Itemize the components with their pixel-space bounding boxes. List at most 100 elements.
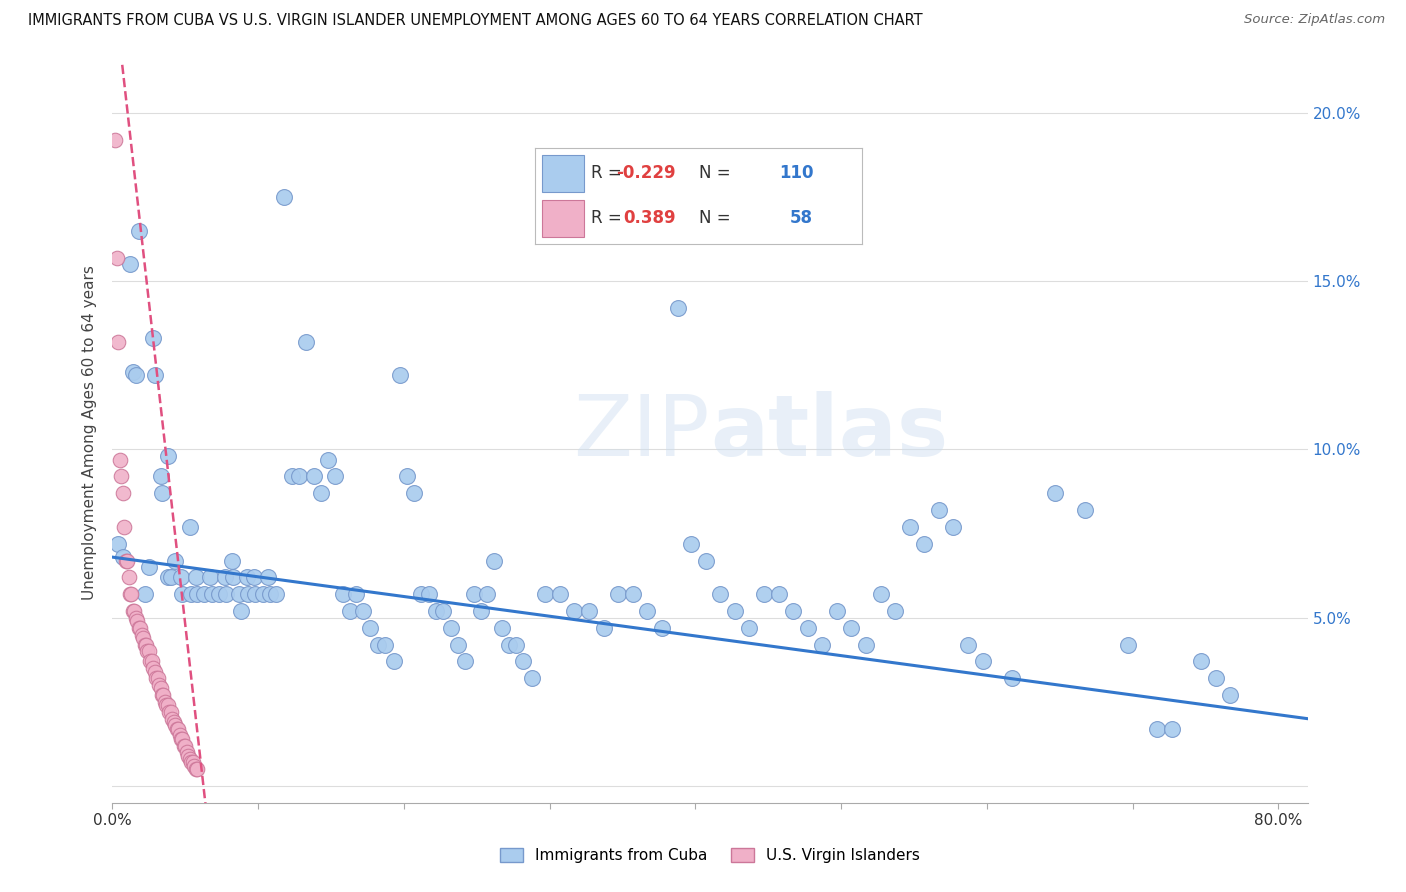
- Point: [1189, 655, 1212, 669]
- Y-axis label: Unemployment Among Ages 60 to 64 years: Unemployment Among Ages 60 to 64 years: [82, 265, 97, 600]
- Point: [153, 695, 176, 709]
- Point: [228, 587, 250, 601]
- Point: [325, 469, 347, 483]
- Point: [309, 486, 332, 500]
- Point: [1073, 503, 1095, 517]
- Point: [359, 621, 381, 635]
- Point: [118, 587, 141, 601]
- Point: [782, 604, 804, 618]
- Point: [548, 587, 571, 601]
- Point: [145, 671, 167, 685]
- Point: [912, 536, 935, 550]
- Text: IMMIGRANTS FROM CUBA VS U.S. VIRGIN ISLANDER UNEMPLOYMENT AMONG AGES 60 TO 64 YE: IMMIGRANTS FROM CUBA VS U.S. VIRGIN ISLA…: [28, 13, 922, 29]
- Point: [928, 503, 950, 517]
- Point: [107, 536, 129, 550]
- Point: [117, 570, 139, 584]
- Point: [214, 570, 236, 584]
- Point: [135, 638, 157, 652]
- Point: [141, 655, 163, 669]
- Point: [1146, 722, 1168, 736]
- Bar: [541, 155, 585, 192]
- Text: 58: 58: [790, 210, 813, 227]
- Point: [522, 671, 544, 685]
- Point: [666, 301, 689, 315]
- Point: [884, 604, 907, 618]
- Point: [143, 665, 166, 679]
- Point: [184, 570, 207, 584]
- Point: [172, 731, 194, 746]
- Point: [724, 604, 747, 618]
- Point: [339, 604, 361, 618]
- Point: [142, 331, 165, 345]
- Point: [470, 604, 492, 618]
- Point: [181, 756, 204, 770]
- Point: [184, 762, 207, 776]
- Point: [124, 604, 146, 618]
- Point: [107, 334, 129, 349]
- Point: [316, 452, 339, 467]
- Point: [869, 587, 891, 601]
- Text: atlas: atlas: [710, 391, 948, 475]
- Point: [432, 604, 454, 618]
- Point: [138, 560, 160, 574]
- Point: [156, 698, 179, 713]
- Point: [388, 368, 411, 383]
- Point: [150, 486, 173, 500]
- Point: [165, 553, 187, 567]
- Point: [1045, 486, 1067, 500]
- Point: [447, 638, 470, 652]
- Point: [167, 722, 190, 736]
- Point: [695, 553, 717, 567]
- Point: [855, 638, 877, 652]
- Point: [1161, 722, 1184, 736]
- Point: [122, 604, 145, 618]
- Point: [281, 469, 304, 483]
- Point: [245, 587, 267, 601]
- Point: [170, 570, 193, 584]
- Point: [738, 621, 761, 635]
- Text: 0.389: 0.389: [623, 210, 676, 227]
- Point: [176, 745, 198, 759]
- Point: [344, 587, 367, 601]
- Point: [578, 604, 600, 618]
- Point: [215, 587, 238, 601]
- Point: [193, 587, 215, 601]
- Point: [173, 739, 195, 753]
- Point: [825, 604, 848, 618]
- Point: [236, 587, 259, 601]
- Text: ZIP: ZIP: [574, 391, 710, 475]
- Point: [425, 604, 447, 618]
- Point: [159, 570, 181, 584]
- Point: [651, 621, 673, 635]
- Point: [148, 678, 170, 692]
- Point: [108, 452, 131, 467]
- Point: [105, 251, 128, 265]
- Point: [132, 631, 155, 645]
- Point: [295, 334, 318, 349]
- Point: [709, 587, 731, 601]
- Point: [972, 655, 994, 669]
- Point: [129, 621, 152, 635]
- Point: [136, 644, 159, 658]
- Point: [534, 587, 557, 601]
- Point: [374, 638, 396, 652]
- Point: [177, 748, 200, 763]
- Point: [155, 698, 177, 713]
- Point: [259, 587, 281, 601]
- Point: [118, 257, 141, 271]
- Point: [942, 520, 965, 534]
- Point: [198, 570, 221, 584]
- Point: [222, 570, 245, 584]
- Point: [235, 570, 257, 584]
- Point: [208, 587, 231, 601]
- Point: [681, 536, 703, 550]
- Point: [454, 655, 477, 669]
- Point: [131, 627, 153, 641]
- Point: [152, 688, 174, 702]
- Point: [221, 553, 243, 567]
- Point: [200, 587, 222, 601]
- Point: [1116, 638, 1139, 652]
- Point: [143, 368, 166, 383]
- Point: [134, 638, 156, 652]
- Point: [112, 520, 135, 534]
